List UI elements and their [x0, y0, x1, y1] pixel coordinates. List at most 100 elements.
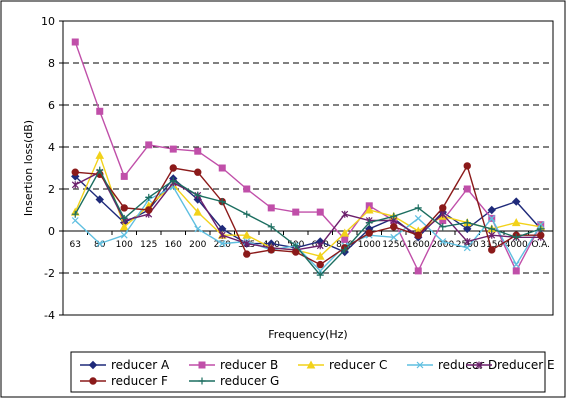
data-point	[316, 242, 324, 250]
data-point	[340, 228, 350, 237]
data-point	[488, 246, 496, 254]
y-tick-label: -4	[44, 309, 55, 322]
data-point	[463, 219, 471, 227]
data-point	[463, 185, 471, 193]
data-point	[316, 260, 324, 269]
data-point	[463, 224, 472, 234]
data-point	[390, 233, 398, 241]
data-point	[96, 107, 104, 115]
x-tick-label: 160	[165, 240, 182, 250]
legend-label: reducer B	[220, 358, 278, 372]
data-point	[512, 267, 520, 275]
series-reducer-g	[71, 166, 545, 279]
x-tick-label: 3150	[480, 240, 503, 250]
data-point	[414, 204, 422, 212]
legend-marker	[475, 361, 483, 369]
data-point	[243, 240, 251, 248]
data-point	[316, 271, 324, 279]
series-line	[74, 168, 541, 277]
legend-marker	[89, 377, 97, 385]
data-point	[365, 219, 373, 227]
data-point	[364, 205, 374, 214]
data-point	[218, 240, 226, 248]
data-point	[95, 150, 105, 159]
data-point	[292, 248, 300, 256]
data-point	[390, 223, 398, 231]
data-point	[488, 214, 496, 222]
legend-label: reducer C	[329, 358, 387, 372]
data-point	[194, 147, 202, 155]
series-layer	[70, 38, 546, 279]
data-point	[439, 223, 447, 231]
data-point	[316, 208, 324, 216]
data-point	[439, 238, 447, 245]
data-point	[512, 261, 520, 269]
data-point	[193, 207, 203, 216]
data-point	[120, 172, 128, 180]
x-tick-label: 1600	[407, 240, 430, 250]
data-point	[267, 204, 275, 212]
data-point	[71, 217, 79, 224]
data-point	[341, 246, 349, 254]
data-point	[243, 185, 251, 193]
data-point	[292, 208, 300, 216]
data-point	[243, 210, 251, 218]
series-line	[74, 41, 542, 273]
legend-marker	[416, 361, 424, 369]
y-axis-title: Insertion loss(dB)	[22, 120, 35, 216]
plot-area	[62, 20, 554, 316]
x-tick-label: 100	[116, 240, 133, 250]
data-point	[194, 168, 202, 176]
legend-item-reducer-c: reducer C	[298, 358, 387, 372]
data-point	[71, 38, 79, 46]
data-point	[267, 223, 275, 231]
data-point	[71, 181, 79, 189]
x-axis-title: Frequency(Hz)	[268, 328, 347, 341]
data-point	[292, 242, 300, 250]
legend-marker	[198, 361, 206, 369]
data-point	[512, 197, 521, 206]
data-point	[95, 195, 104, 204]
x-tick-label: 200	[189, 240, 206, 250]
x-tick-label: 1250	[382, 240, 405, 250]
legend-item-reducer-b: reducer B	[189, 358, 278, 372]
data-point	[537, 221, 545, 229]
data-point	[414, 214, 422, 222]
data-point	[341, 210, 349, 218]
data-point	[463, 244, 471, 252]
x-tick-label: 125	[140, 240, 157, 250]
data-point	[463, 162, 471, 170]
data-point	[120, 231, 128, 239]
data-point	[145, 141, 153, 149]
data-point	[119, 222, 129, 231]
data-point	[267, 246, 275, 254]
x-tick-label: 63	[70, 240, 81, 250]
grid-layer	[63, 62, 553, 274]
legend-marker	[88, 360, 98, 370]
data-point	[511, 218, 521, 227]
data-point	[242, 230, 252, 239]
data-point	[365, 229, 373, 237]
x-tick-label: 80	[94, 240, 106, 250]
series-line	[74, 171, 541, 251]
data-point	[390, 212, 398, 220]
data-point	[194, 225, 202, 233]
data-point	[537, 231, 545, 239]
data-point	[218, 164, 226, 172]
data-point	[218, 231, 226, 239]
legend-label: reducer E	[497, 358, 555, 372]
legend-item-reducer-a: reducer A	[80, 358, 170, 372]
data-point	[169, 177, 177, 185]
series-line	[75, 164, 541, 266]
data-point	[414, 231, 422, 239]
legend-marker	[198, 377, 206, 385]
y-tick-label: 2	[48, 183, 55, 196]
data-point	[145, 206, 153, 214]
y-tick-label: 6	[48, 99, 55, 112]
data-point	[218, 198, 226, 206]
x-tick-label: 2000	[431, 240, 454, 250]
data-point	[120, 214, 128, 222]
